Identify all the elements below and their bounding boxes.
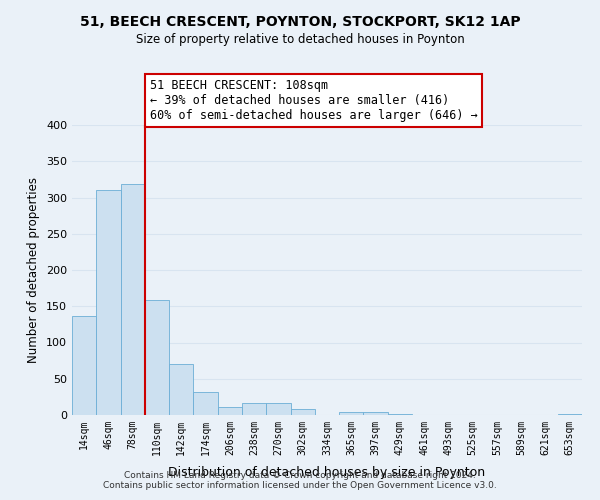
Text: Contains HM Land Registry data © Crown copyright and database right 2024.
Contai: Contains HM Land Registry data © Crown c… (103, 470, 497, 490)
Bar (121, 184, 145, 415)
Bar (72, 316, 96, 415)
X-axis label: Distribution of detached houses by size in Poynton: Distribution of detached houses by size … (169, 466, 485, 479)
Bar (218, 407, 242, 415)
Bar (290, 409, 315, 415)
Bar (388, 414, 412, 415)
Bar (169, 364, 193, 415)
Bar (364, 412, 388, 415)
Bar (558, 414, 582, 415)
Y-axis label: Number of detached properties: Number of detached properties (28, 177, 40, 363)
Bar (96, 190, 121, 415)
Text: 51, BEECH CRESCENT, POYNTON, STOCKPORT, SK12 1AP: 51, BEECH CRESCENT, POYNTON, STOCKPORT, … (80, 15, 520, 29)
Bar (145, 300, 169, 415)
Bar (242, 404, 266, 415)
Bar (193, 392, 218, 415)
Text: 51 BEECH CRESCENT: 108sqm
← 39% of detached houses are smaller (416)
60% of semi: 51 BEECH CRESCENT: 108sqm ← 39% of detac… (150, 79, 478, 122)
Bar (339, 412, 364, 415)
Text: Size of property relative to detached houses in Poynton: Size of property relative to detached ho… (136, 32, 464, 46)
Bar (266, 404, 290, 415)
